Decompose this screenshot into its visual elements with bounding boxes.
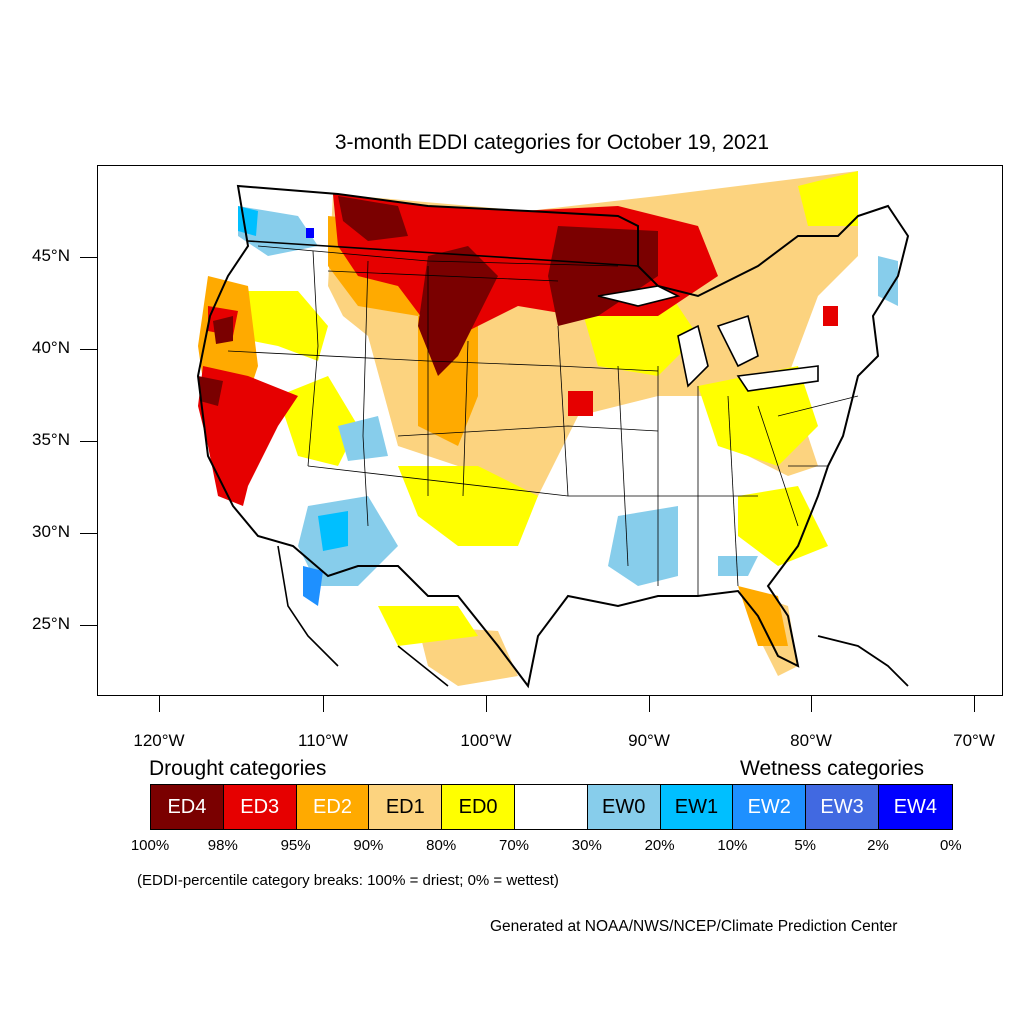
lon-label-120: 120°W [133, 731, 185, 750]
mexico-coast [277, 545, 449, 687]
lon-label-110: 110°W [298, 731, 348, 750]
legend-box-ew2: EW2 [733, 785, 807, 829]
ew0-region [608, 506, 678, 586]
percentile-label: 80% [426, 837, 457, 854]
legend-box-ew3: EW3 [806, 785, 879, 829]
lat-tick [80, 257, 97, 258]
category-legend: ED4 ED3 ED2 ED1 ED0 EW0 EW1 EW2 EW3 EW4 [150, 784, 953, 830]
lat-label-45: 45°N [32, 246, 70, 265]
percentile-label: 2% [867, 837, 889, 854]
percentile-label: 98% [207, 837, 238, 854]
ed0-region [378, 606, 478, 646]
legend-box-ew4: EW4 [878, 785, 952, 829]
percentile-label: 10% [717, 837, 748, 854]
ew1-region [318, 511, 348, 551]
ew2-region [303, 566, 323, 606]
percentile-label: 20% [644, 837, 675, 854]
lat-label-40: 40°N [32, 338, 70, 357]
lon-label-70: 70°W [953, 731, 995, 750]
ew3-region [306, 228, 314, 238]
percentile-label: 30% [571, 837, 602, 854]
lat-tick [80, 349, 97, 350]
ew0-region [878, 256, 898, 306]
legend-box-ed3: ED3 [223, 785, 297, 829]
ed2-region [738, 586, 788, 646]
lon-tick [486, 696, 487, 712]
lon-tick [811, 696, 812, 712]
legend-box-ed0: ED0 [442, 785, 515, 829]
legend-box-ed1: ED1 [369, 785, 443, 829]
lat-tick [80, 625, 97, 626]
lon-tick [974, 696, 975, 712]
lat-label-25: 25°N [32, 614, 70, 633]
map-frame [97, 165, 1003, 696]
us-outline [196, 184, 910, 689]
lat-tick [80, 441, 97, 442]
ed0-region [698, 366, 818, 466]
lat-tick [80, 533, 97, 534]
ed4-region [338, 196, 408, 241]
percentile-note: (EDDI-percentile category breaks: 100% =… [137, 872, 559, 889]
lon-label-100: 100°W [460, 731, 512, 750]
ew1-region [238, 206, 258, 236]
ed0-region [738, 486, 828, 566]
lon-label-80: 80°W [790, 731, 832, 750]
ed4-region [548, 226, 658, 326]
ed3-region [823, 306, 838, 326]
lat-label-30: 30°N [32, 522, 70, 541]
legend-box-ed4: ED4 [151, 785, 224, 829]
ed0-region [398, 466, 538, 546]
ed0-region [798, 171, 858, 226]
ed3-region [568, 391, 593, 416]
ew0-region [718, 556, 758, 576]
map-title: 3-month EDDI categories for October 19, … [334, 131, 770, 154]
lon-label-90: 90°W [628, 731, 670, 750]
percentile-label: 100% [130, 837, 170, 854]
state-borders [227, 245, 859, 596]
legend-box-ed2: ED2 [296, 785, 370, 829]
wetness-heading: Wetness categories [740, 757, 925, 780]
canada-border [247, 240, 639, 267]
percentile-label: 5% [794, 837, 817, 854]
lat-label-35: 35°N [32, 430, 70, 449]
percentile-label: 70% [498, 837, 530, 854]
ed4-region [198, 376, 223, 406]
percentile-label: 90% [353, 837, 384, 854]
great-lakes [597, 285, 819, 392]
ed4-region [213, 316, 233, 344]
legend-box-ew0: EW0 [587, 785, 661, 829]
cuba-outline [817, 635, 909, 687]
lon-tick [649, 696, 650, 712]
legend-box-ew1: EW1 [660, 785, 734, 829]
eddi-map [196, 171, 910, 689]
percentile-label: 0% [939, 837, 962, 854]
ed3-region [198, 366, 298, 506]
percentile-label: 95% [280, 837, 311, 854]
lon-tick [323, 696, 324, 712]
drought-heading: Drought categories [149, 757, 327, 780]
ed4-region [418, 246, 498, 376]
lon-tick [159, 696, 160, 712]
legend-box-normal [514, 785, 588, 829]
credit-line: Generated at NOAA/NWS/NCEP/Climate Predi… [490, 918, 898, 935]
ed0-region [278, 376, 358, 466]
